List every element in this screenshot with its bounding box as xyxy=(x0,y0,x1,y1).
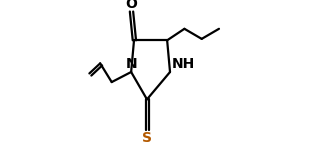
Text: N: N xyxy=(126,57,138,71)
Text: O: O xyxy=(126,0,137,11)
Text: S: S xyxy=(142,131,152,144)
Text: NH: NH xyxy=(172,57,195,71)
